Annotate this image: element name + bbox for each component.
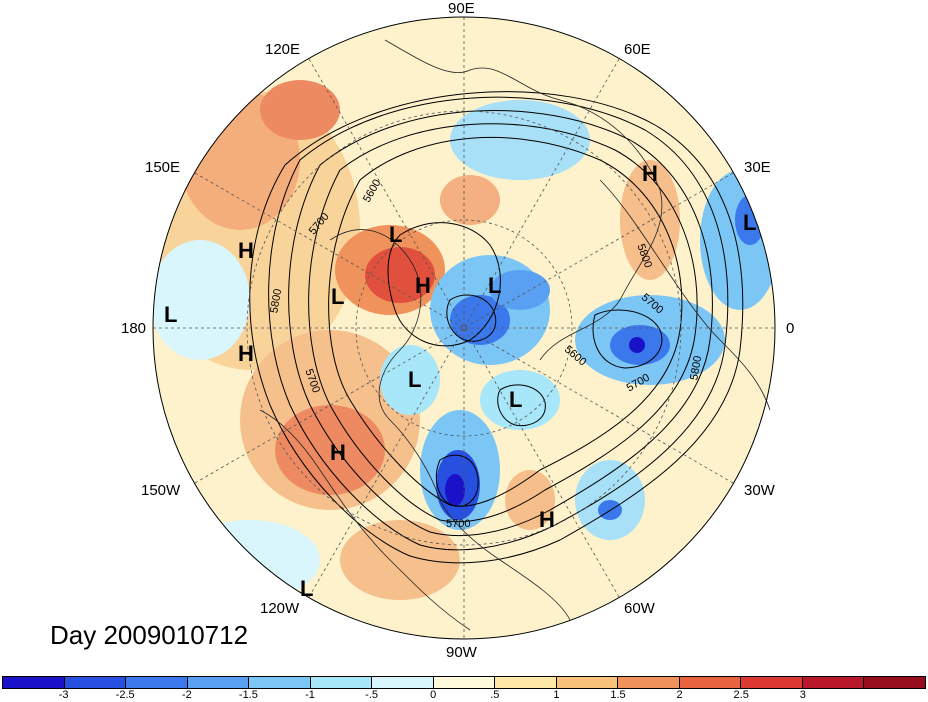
high-center: H (642, 161, 658, 186)
contour-label: 5700 (446, 518, 471, 530)
lon-label-150w: 150W (141, 482, 181, 499)
colorbar-tick-label: -1 (305, 689, 315, 701)
colorbar-swatch (556, 677, 619, 688)
lon-label-60e: 60E (624, 41, 651, 58)
colorbar-swatch (187, 677, 250, 688)
colorbar-tick-label: 2.5 (733, 689, 749, 701)
colorbar-ticks: -3 -2.5 -2 -1.5 -1 -.5 0 .5 1 1.5 2 2.5 3 (2, 689, 926, 702)
colorbar-swatch (741, 677, 803, 688)
colorbar-swatch (126, 677, 188, 688)
colorbar-swatch (679, 677, 742, 688)
colorbar-swatch (3, 677, 65, 688)
map-boundary (152, 16, 776, 640)
low-center: L (164, 302, 178, 327)
lon-label-60w: 60W (624, 600, 655, 617)
colorbar-swatch (64, 677, 127, 688)
high-center: H (539, 507, 555, 532)
lon-label-120w: 120W (260, 600, 300, 617)
colorbar-tick-label: 3 (799, 689, 806, 701)
colorbar (2, 676, 926, 689)
colorbar-tick-label: -2 (181, 689, 192, 701)
low-center: L (408, 367, 422, 392)
colorbar-swatch (372, 677, 434, 688)
colorbar-swatch (249, 677, 311, 688)
low-center: L (300, 576, 314, 601)
colorbar-tick-label: -1.5 (238, 689, 258, 701)
map-title: Day 2009010712 (50, 620, 249, 650)
colorbar-tick-label: 1.5 (610, 689, 626, 701)
anomaly-shading (153, 17, 775, 639)
low-center: L (331, 284, 345, 309)
lon-label-90w: 90W (446, 644, 477, 661)
graticule (153, 17, 775, 639)
high-center: H (238, 341, 254, 366)
high-center: H (238, 238, 254, 263)
lon-label-180: 180 (121, 320, 147, 337)
colorbar-tick-label: .5 (490, 689, 500, 701)
colorbar-swatch (802, 677, 865, 688)
colorbar-tick-label: -.5 (365, 689, 379, 701)
lon-label-90e: 90E (448, 0, 475, 17)
low-center: L (509, 387, 523, 412)
colorbar-swatch (618, 677, 680, 688)
colorbar-tick-label: -3 (58, 689, 69, 701)
colorbar-tick-label: 1 (553, 689, 560, 701)
colorbar-swatch (433, 677, 496, 688)
colorbar-swatch (495, 677, 557, 688)
high-center: H (330, 440, 346, 465)
lon-label-120e: 120E (265, 41, 301, 58)
colorbar-tick-label: 0 (430, 689, 437, 701)
low-center: L (743, 210, 757, 235)
lon-label-0: 0 (786, 320, 795, 337)
colorbar-tick-label: 2 (676, 689, 683, 701)
low-center: L (488, 273, 502, 298)
lon-label-30w: 30W (744, 482, 775, 499)
high-center: H (415, 273, 431, 298)
colorbar-swatch (864, 677, 925, 688)
lon-label-150e: 150E (145, 159, 181, 176)
colorbar-tick-label: -2.5 (115, 689, 135, 701)
lon-label-30e: 30E (744, 159, 771, 176)
colorbar-swatch (310, 677, 373, 688)
low-center: L (389, 222, 403, 247)
